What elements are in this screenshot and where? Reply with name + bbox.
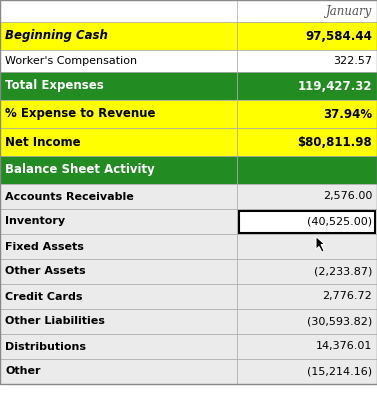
- Text: Balance Sheet Activity: Balance Sheet Activity: [5, 164, 155, 177]
- Bar: [237, 156, 377, 184]
- Text: % Expense to Revenue: % Expense to Revenue: [5, 108, 155, 121]
- Text: Worker's Compensation: Worker's Compensation: [5, 56, 137, 66]
- Bar: [0, 234, 237, 259]
- Bar: [0, 209, 237, 234]
- Bar: [0, 128, 237, 156]
- Polygon shape: [316, 237, 325, 252]
- Text: 322.57: 322.57: [333, 56, 372, 66]
- Bar: [237, 234, 377, 259]
- Text: Inventory: Inventory: [5, 216, 65, 227]
- Bar: [237, 100, 377, 128]
- Text: Net Income: Net Income: [5, 135, 81, 148]
- Bar: [0, 100, 237, 128]
- Bar: [237, 50, 377, 72]
- Text: 2,576.00: 2,576.00: [323, 191, 372, 202]
- Text: 119,427.32: 119,427.32: [297, 79, 372, 93]
- Bar: [0, 309, 237, 334]
- Bar: [237, 284, 377, 309]
- Bar: [237, 72, 377, 100]
- Bar: [0, 50, 237, 72]
- Bar: [237, 359, 377, 384]
- Text: Other: Other: [5, 366, 40, 376]
- Text: Credit Cards: Credit Cards: [5, 291, 83, 301]
- Bar: [237, 209, 377, 234]
- Bar: [237, 334, 377, 359]
- Text: (15,214.16): (15,214.16): [307, 366, 372, 376]
- Bar: [237, 128, 377, 156]
- Bar: [237, 22, 377, 50]
- Text: January: January: [326, 4, 372, 17]
- Text: 37.94%: 37.94%: [323, 108, 372, 121]
- Bar: [237, 184, 377, 209]
- Text: Total Expenses: Total Expenses: [5, 79, 104, 93]
- Bar: [0, 259, 237, 284]
- Bar: [0, 334, 237, 359]
- Text: Beginning Cash: Beginning Cash: [5, 29, 108, 42]
- Text: (30,593.82): (30,593.82): [307, 316, 372, 326]
- Bar: [0, 156, 237, 184]
- Text: 97,584.44: 97,584.44: [305, 29, 372, 42]
- Bar: [0, 22, 237, 50]
- Bar: [0, 359, 237, 384]
- Bar: [0, 0, 377, 22]
- Text: Fixed Assets: Fixed Assets: [5, 241, 84, 252]
- Text: (2,233.87): (2,233.87): [314, 266, 372, 276]
- Text: 14,376.01: 14,376.01: [316, 341, 372, 351]
- Text: $80,811.98: $80,811.98: [297, 135, 372, 148]
- Bar: [237, 309, 377, 334]
- Text: (40,525.00): (40,525.00): [307, 216, 372, 227]
- Text: Other Liabilities: Other Liabilities: [5, 316, 105, 326]
- Bar: [239, 210, 374, 233]
- Bar: [237, 259, 377, 284]
- Bar: [0, 184, 237, 209]
- Bar: [0, 284, 237, 309]
- Text: 2,776.72: 2,776.72: [322, 291, 372, 301]
- Text: Other Assets: Other Assets: [5, 266, 86, 276]
- Text: Accounts Receivable: Accounts Receivable: [5, 191, 134, 202]
- Bar: [0, 72, 237, 100]
- Text: Distributions: Distributions: [5, 341, 86, 351]
- Bar: [237, 0, 377, 22]
